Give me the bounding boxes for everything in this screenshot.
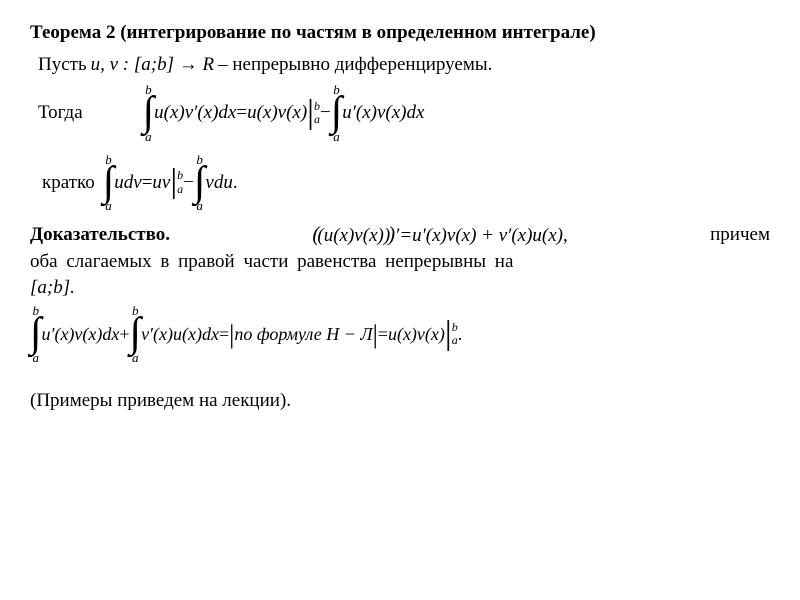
- eval-bar-3: |: [445, 319, 452, 350]
- then-word: Тогда: [38, 100, 83, 126]
- eval-1: | b a: [307, 98, 320, 129]
- int4-lower: a: [196, 199, 203, 212]
- examples-line: (Примеры приведем на лекции).: [30, 388, 770, 414]
- let-line: Пусть u, v : [a;b] → R – непрерывно дифф…: [30, 52, 770, 78]
- eq2-rhs: u(x)v(x): [388, 322, 445, 346]
- integral-5: b ∫ a: [30, 304, 42, 364]
- int-symbol-4: ∫: [194, 166, 206, 200]
- int6-lower: a: [132, 351, 139, 364]
- then-row: Тогда b ∫ a u(x)v′(x)dx = u(x)v(x) | b a…: [30, 83, 770, 143]
- eq1-minus: −: [320, 100, 331, 126]
- eq1-eq: =: [236, 100, 247, 126]
- eval-3: | b a: [445, 319, 458, 350]
- interval-line: [a;b].: [30, 275, 770, 301]
- eq2-eq1: =: [219, 322, 229, 346]
- proof-eq-row: b ∫ a u′(x)v(x)dx + b ∫ a v′(x)u(x)dx = …: [30, 304, 770, 364]
- brief-minus: −: [183, 170, 194, 196]
- proof-deriv-rhs: u′(x)v(x) + v′(x)u(x): [412, 223, 563, 249]
- eval-bar-2: |: [170, 167, 177, 198]
- brief-lhs: udv: [114, 170, 141, 196]
- eq2-eq2: =: [378, 322, 388, 346]
- brief-mid: uv: [152, 170, 170, 196]
- int-symbol-2: ∫: [331, 96, 343, 130]
- theorem-title: Теорема 2 (интегрирование по частям в оп…: [30, 20, 770, 46]
- eq1-mid: u(x)v(x): [247, 100, 307, 126]
- eval-bar-1: |: [307, 98, 314, 129]
- proof-prime: ′=: [395, 223, 412, 249]
- eq2-term1: u′(x)v(x)dx: [42, 322, 120, 346]
- eq2-term2: v′(x)u(x)dx: [141, 322, 219, 346]
- brief-eq: =: [142, 170, 153, 196]
- proof-comma: ,: [563, 223, 568, 249]
- let-prefix: Пусть: [38, 52, 87, 78]
- let-suffix: – непрерывно дифференцируемы.: [218, 52, 492, 78]
- eq2-end: .: [458, 322, 463, 346]
- int2-lower: a: [333, 130, 340, 143]
- int3-lower: a: [105, 199, 112, 212]
- proof-tail: причем: [710, 222, 770, 248]
- let-math: u, v : [a;b] → R: [91, 52, 214, 78]
- interval-text: [a;b].: [30, 277, 75, 298]
- integral-1: b ∫ a: [143, 83, 155, 143]
- int5-lower: a: [33, 351, 40, 364]
- integral-3: b ∫ a: [103, 153, 115, 213]
- eq2-plus: +: [119, 322, 129, 346]
- proof-word: Доказательство.: [30, 222, 170, 248]
- brief-rhs: vdu: [205, 170, 232, 196]
- integral-6: b ∫ a: [130, 304, 142, 364]
- eq1-rhs: u′(x)v(x)dx: [342, 100, 424, 126]
- int-symbol-6: ∫: [130, 317, 142, 351]
- eq1-lhs: u(x)v′(x)dx: [154, 100, 236, 126]
- proof-line: Доказательство. ( (u(x)v(x)) ) ′= u′(x)v…: [30, 220, 770, 249]
- int1-lower: a: [145, 130, 152, 143]
- proof-deriv-lhs: (u(x)v(x)): [317, 223, 390, 249]
- proof-cont: оба слагаемых в правой части равенства н…: [30, 249, 770, 275]
- integral-2: b ∫ a: [331, 83, 343, 143]
- integral-4: b ∫ a: [194, 153, 206, 213]
- brief-end: .: [233, 170, 238, 196]
- eval-2: | b a: [170, 167, 183, 198]
- int-symbol-5: ∫: [30, 317, 42, 351]
- int-symbol-3: ∫: [103, 166, 115, 200]
- int-symbol-1: ∫: [143, 96, 155, 130]
- eq2-mid: по формуле Н − Л: [234, 322, 372, 346]
- brief-row: кратко b ∫ a udv = uv | b a − b ∫ a vdu …: [30, 153, 770, 213]
- brief-word: кратко: [42, 170, 95, 196]
